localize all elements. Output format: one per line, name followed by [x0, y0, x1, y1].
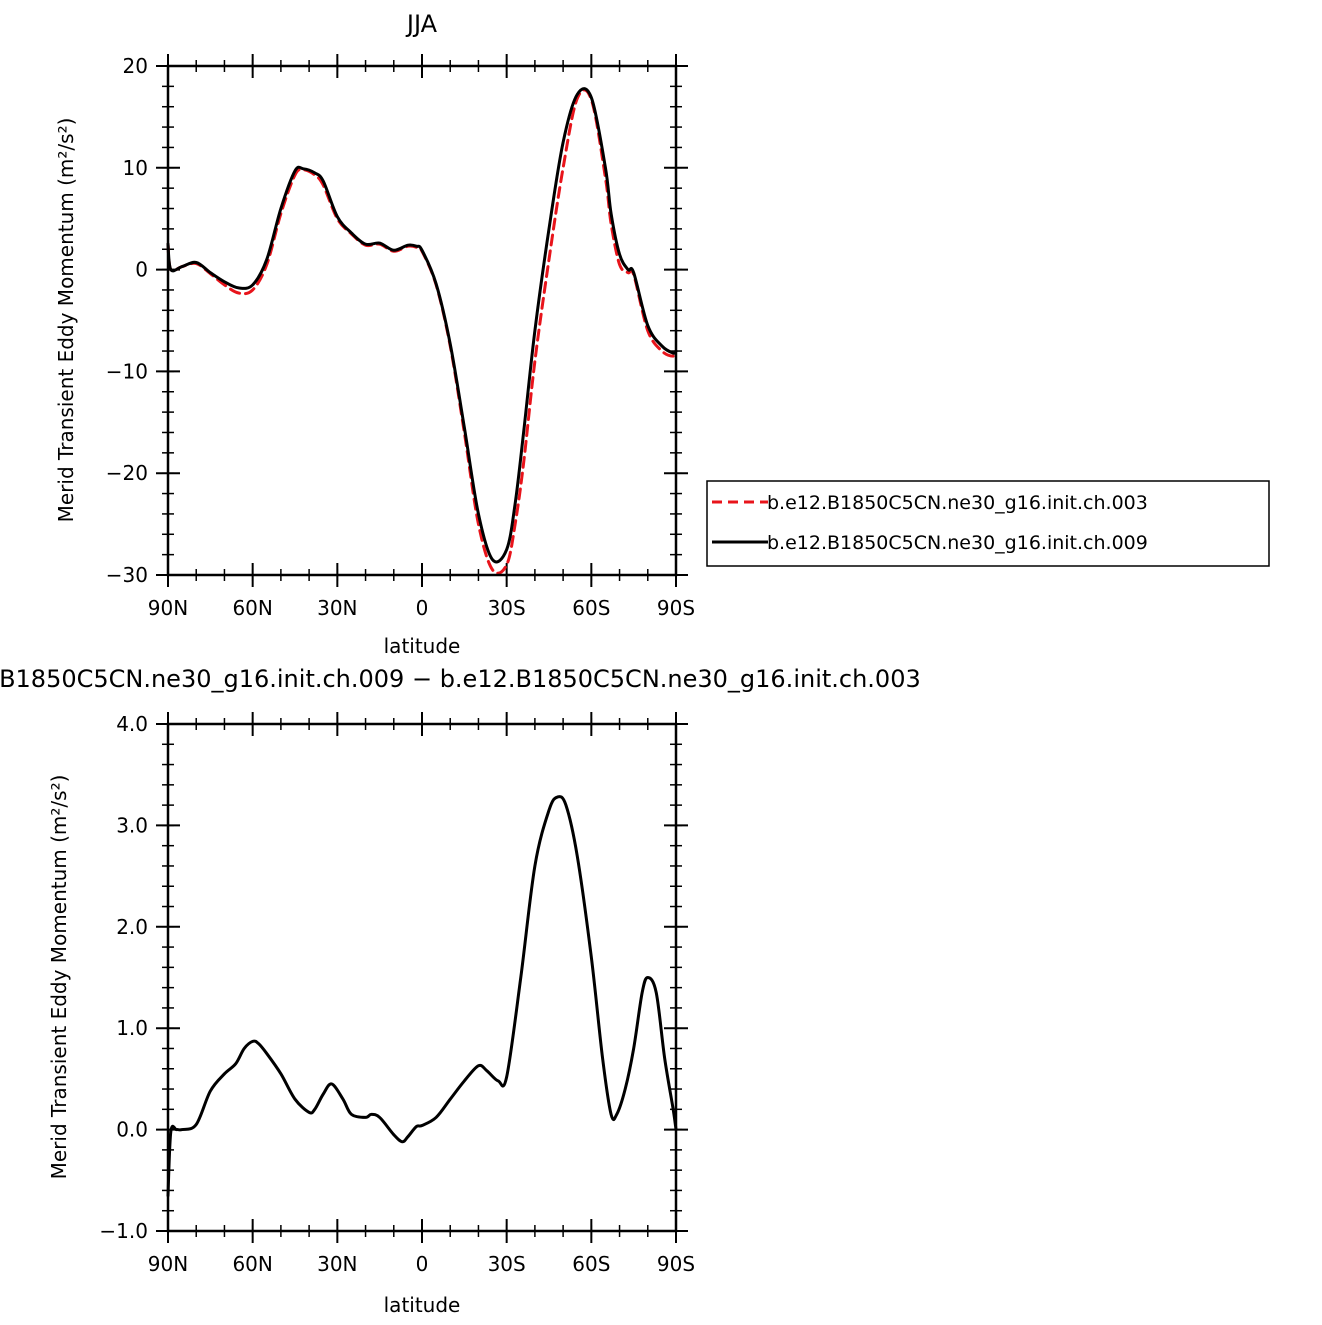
- top-x-tick-label: 30S: [488, 596, 526, 620]
- top-y-tick-label: 10: [123, 156, 148, 180]
- top-x-tick-label: 90S: [657, 596, 695, 620]
- top-series-line-0: [166, 88, 678, 575]
- top-grid-ticks: [156, 54, 688, 587]
- bottom-y-tick-label: 1.0: [116, 1016, 148, 1040]
- bottom-plot-frame: [166, 722, 678, 1233]
- bottom-y-tick-label: 4.0: [116, 712, 148, 736]
- top-y-tick-label: 20: [123, 54, 148, 78]
- top-chart-title: JJA: [405, 10, 438, 38]
- bottom-x-tick-label: 90N: [148, 1252, 188, 1276]
- legend-box: [706, 480, 1270, 567]
- bottom-y-tick-label: −1.0: [99, 1219, 148, 1243]
- top-y-axis-label: Merid Transient Eddy Momentum (m²/s²): [54, 118, 78, 523]
- bottom-x-tick-label: 60S: [572, 1252, 610, 1276]
- bottom-grid-ticks: [156, 712, 688, 1243]
- bottom-panel: b.e12.B1850C5CN.ne30_g16.init.ch.009 − b…: [0, 665, 921, 1317]
- bottom-plot-lines: [166, 795, 678, 1198]
- bottom-x-tick-label: 30S: [488, 1252, 526, 1276]
- top-y-tick-label: 0: [135, 258, 148, 282]
- bottom-x-tick-label: 30N: [317, 1252, 357, 1276]
- bottom-y-tick-label: 0.0: [116, 1118, 148, 1142]
- bottom-x-tick-label: 90S: [657, 1252, 695, 1276]
- bottom-y-axis-label: Merid Transient Eddy Momentum (m²/s²): [47, 775, 71, 1180]
- legend-label-series-003: b.e12.B1850C5CN.ne30_g16.init.ch.003: [767, 492, 1148, 514]
- bottom-series-line-0: [166, 795, 678, 1198]
- bottom-x-tick-label: 0: [416, 1252, 429, 1276]
- top-series-line-1: [166, 87, 678, 564]
- bottom-chart-title: b.e12.B1850C5CN.ne30_g16.init.ch.009 − b…: [0, 665, 921, 693]
- bottom-x-axis-label: latitude: [384, 1293, 461, 1317]
- top-y-tick-label: −30: [106, 563, 148, 587]
- legend: b.e12.B1850C5CN.ne30_g16.init.ch.003 b.e…: [706, 480, 1270, 567]
- top-plot-frame: [166, 64, 678, 577]
- bottom-tick-labels: 90N 60N 30N 0 30S 60S 90S 4.0 3.0 2.0 1.0 0.0 −1.0: [99, 712, 695, 1276]
- top-x-axis-label: latitude: [384, 634, 461, 658]
- top-x-tick-label: 0: [416, 596, 429, 620]
- top-tick-labels: 90N 60N 30N 0 30S 60S 90S 20 10 0 −10 −20 −30: [106, 54, 695, 620]
- bottom-x-tick-label: 60N: [232, 1252, 272, 1276]
- legend-label-series-009: b.e12.B1850C5CN.ne30_g16.init.ch.009: [767, 532, 1148, 554]
- top-y-tick-label: −10: [106, 359, 148, 383]
- bottom-y-tick-label: 2.0: [116, 915, 148, 939]
- top-panel: JJA 90N 60N 30N 0 30S 60S 90S 20 10 0 −10 −20 −30 la…: [54, 10, 1270, 658]
- top-y-tick-label: −20: [106, 461, 148, 485]
- top-x-tick-label: 60S: [572, 596, 610, 620]
- top-x-tick-label: 30N: [317, 596, 357, 620]
- top-x-tick-label: 60N: [232, 596, 272, 620]
- top-x-tick-label: 90N: [148, 596, 188, 620]
- top-plot-lines: [166, 87, 678, 575]
- bottom-y-tick-label: 3.0: [116, 813, 148, 837]
